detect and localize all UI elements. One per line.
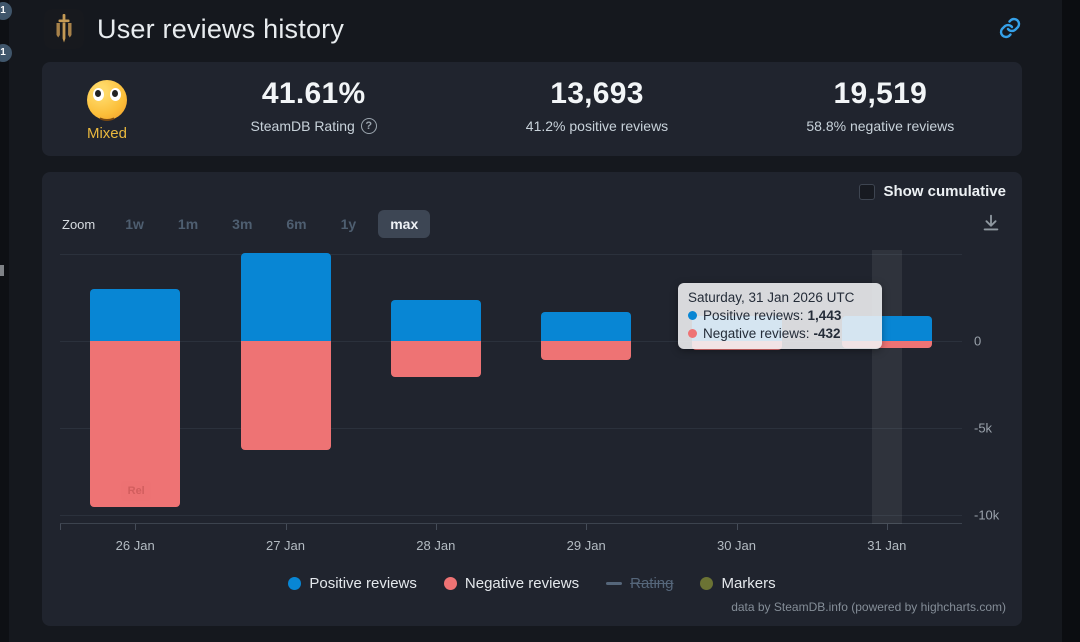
series-dot-icon (688, 311, 697, 320)
x-axis-label: 29 Jan (566, 538, 606, 553)
show-cumulative-label: Show cumulative (883, 183, 1006, 200)
legend-marker-icon (606, 582, 623, 585)
x-axis-tick (60, 524, 61, 530)
zoom-buttons: 1w 1m 3m 6m 1y max (113, 210, 440, 238)
negative-reviews-label: 58.8% negative reviews (806, 118, 955, 134)
negative-bar-31-Jan[interactable] (841, 340, 932, 349)
chart-legend: Positive reviews Negative reviews Rating Ma… (42, 575, 1022, 592)
rating-mood: Mixed (42, 62, 172, 156)
y-axis-label: 0 (974, 333, 982, 349)
negative-bar-27-Jan[interactable] (240, 340, 331, 450)
steamdb-rating-label: SteamDB Rating (250, 118, 355, 134)
edge-artifact (0, 265, 4, 276)
steamdb-rating-value: 41.61% (261, 77, 366, 110)
legend-item-negative-reviews[interactable]: Negative reviews (443, 575, 580, 592)
zoom-caption: Zoom (62, 216, 96, 232)
gridline (60, 340, 962, 342)
zoom-option-6m[interactable]: 6m (274, 210, 318, 238)
tooltip-date: Saturday, 31 Jan 2026 UTC (688, 290, 855, 305)
negative-bar-26-Jan[interactable] (90, 340, 181, 507)
page-title: User reviews history (97, 13, 345, 44)
chart-credits: data by SteamDB.info (powered by highcha… (731, 600, 1006, 614)
notification-badge: 1 (0, 44, 12, 62)
legend-label: Markers (721, 575, 776, 592)
permalink-icon[interactable] (998, 16, 1022, 40)
notification-badge: 1 (0, 2, 12, 20)
y-axis-label: -10k (974, 507, 1000, 523)
negative-bar-29-Jan[interactable] (541, 340, 632, 360)
legend-marker-icon (288, 577, 302, 590)
x-axis-tick (285, 524, 287, 530)
legend-label: Negative reviews (464, 575, 580, 592)
chart-tooltip: Saturday, 31 Jan 2026 UTC Positive revie… (678, 283, 882, 349)
legend-item-markers[interactable]: Markers (700, 575, 776, 592)
browser-edge-strip (0, 0, 9, 642)
page-header: User reviews history (44, 8, 344, 50)
x-axis-tick (586, 524, 588, 530)
negative-bar-28-Jan[interactable] (390, 340, 481, 377)
legend-marker-icon (443, 577, 457, 590)
page-right-margin (1062, 0, 1080, 642)
gridline (60, 428, 962, 429)
show-cumulative-checkbox[interactable] (859, 183, 876, 200)
positive-bar-28-Jan[interactable] (390, 299, 481, 341)
negative-reviews-count: 19,519 (833, 77, 928, 110)
positive-reviews-stat: 13,693 41.2% positive reviews (455, 62, 738, 156)
legend-item-positive-reviews[interactable]: Positive reviews (288, 575, 417, 592)
tooltip-row: Positive reviews: 1,443 (688, 308, 872, 323)
confused-face-emoji (87, 80, 127, 121)
tooltip-row: Negative reviews: -432 (688, 326, 872, 341)
positive-reviews-label: 41.2% positive reviews (525, 118, 669, 134)
positive-bar-29-Jan[interactable] (541, 311, 632, 341)
legend-label: Positive reviews (309, 575, 417, 592)
reviews-chart-panel: Show cumulative Zoom 1w 1m 3m 6m 1y max Satur… (42, 172, 1022, 626)
x-axis-label: 27 Jan (265, 538, 306, 553)
zoom-option-1w[interactable]: 1w (113, 210, 156, 238)
legend-marker-icon (700, 577, 714, 590)
gridline (60, 253, 962, 255)
review-stats-panel: Mixed 41.61% SteamDB Rating ? 13,693 41.… (42, 62, 1022, 156)
y-axis-label: -5k (974, 420, 993, 436)
game-logo-icon (44, 9, 84, 49)
positive-reviews-count: 13,693 (550, 77, 644, 110)
download-chart-icon[interactable] (980, 212, 1002, 234)
plot-area: Saturday, 31 Jan 2026 UTC Positive revie… (60, 250, 999, 553)
zoom-option-max[interactable]: max (378, 210, 431, 238)
x-axis-tick (886, 524, 888, 530)
x-axis-tick (435, 524, 437, 530)
zoom-option-3m[interactable]: 3m (220, 210, 264, 238)
show-cumulative-toggle[interactable]: Show cumulative (859, 183, 1006, 200)
zoom-range-selector: Zoom 1w 1m 3m 6m 1y max (62, 210, 440, 238)
x-axis-label: 30 Jan (716, 538, 757, 553)
positive-bar-27-Jan[interactable] (240, 252, 331, 341)
legend-item-rating[interactable]: Rating (606, 575, 673, 592)
x-axis-tick (135, 524, 137, 530)
gridline (60, 515, 962, 517)
x-axis-label: 31 Jan (867, 538, 907, 553)
legend-label: Rating (630, 575, 674, 592)
steamdb-rating-stat: 41.61% SteamDB Rating ? (172, 62, 455, 156)
release-flag-marker[interactable]: Rel (121, 480, 152, 501)
rating-mood-label: Mixed (86, 125, 127, 142)
help-icon[interactable]: ? (360, 118, 377, 134)
x-axis-tick (736, 524, 738, 530)
x-axis-label: 28 Jan (416, 538, 456, 553)
zoom-option-1m[interactable]: 1m (166, 210, 210, 238)
zoom-option-1y[interactable]: 1y (329, 210, 369, 238)
negative-reviews-stat: 19,519 58.8% negative reviews (739, 62, 1022, 156)
x-axis-label: 26 Jan (115, 538, 155, 553)
positive-bar-26-Jan[interactable] (90, 289, 181, 341)
series-dot-icon (688, 329, 697, 338)
